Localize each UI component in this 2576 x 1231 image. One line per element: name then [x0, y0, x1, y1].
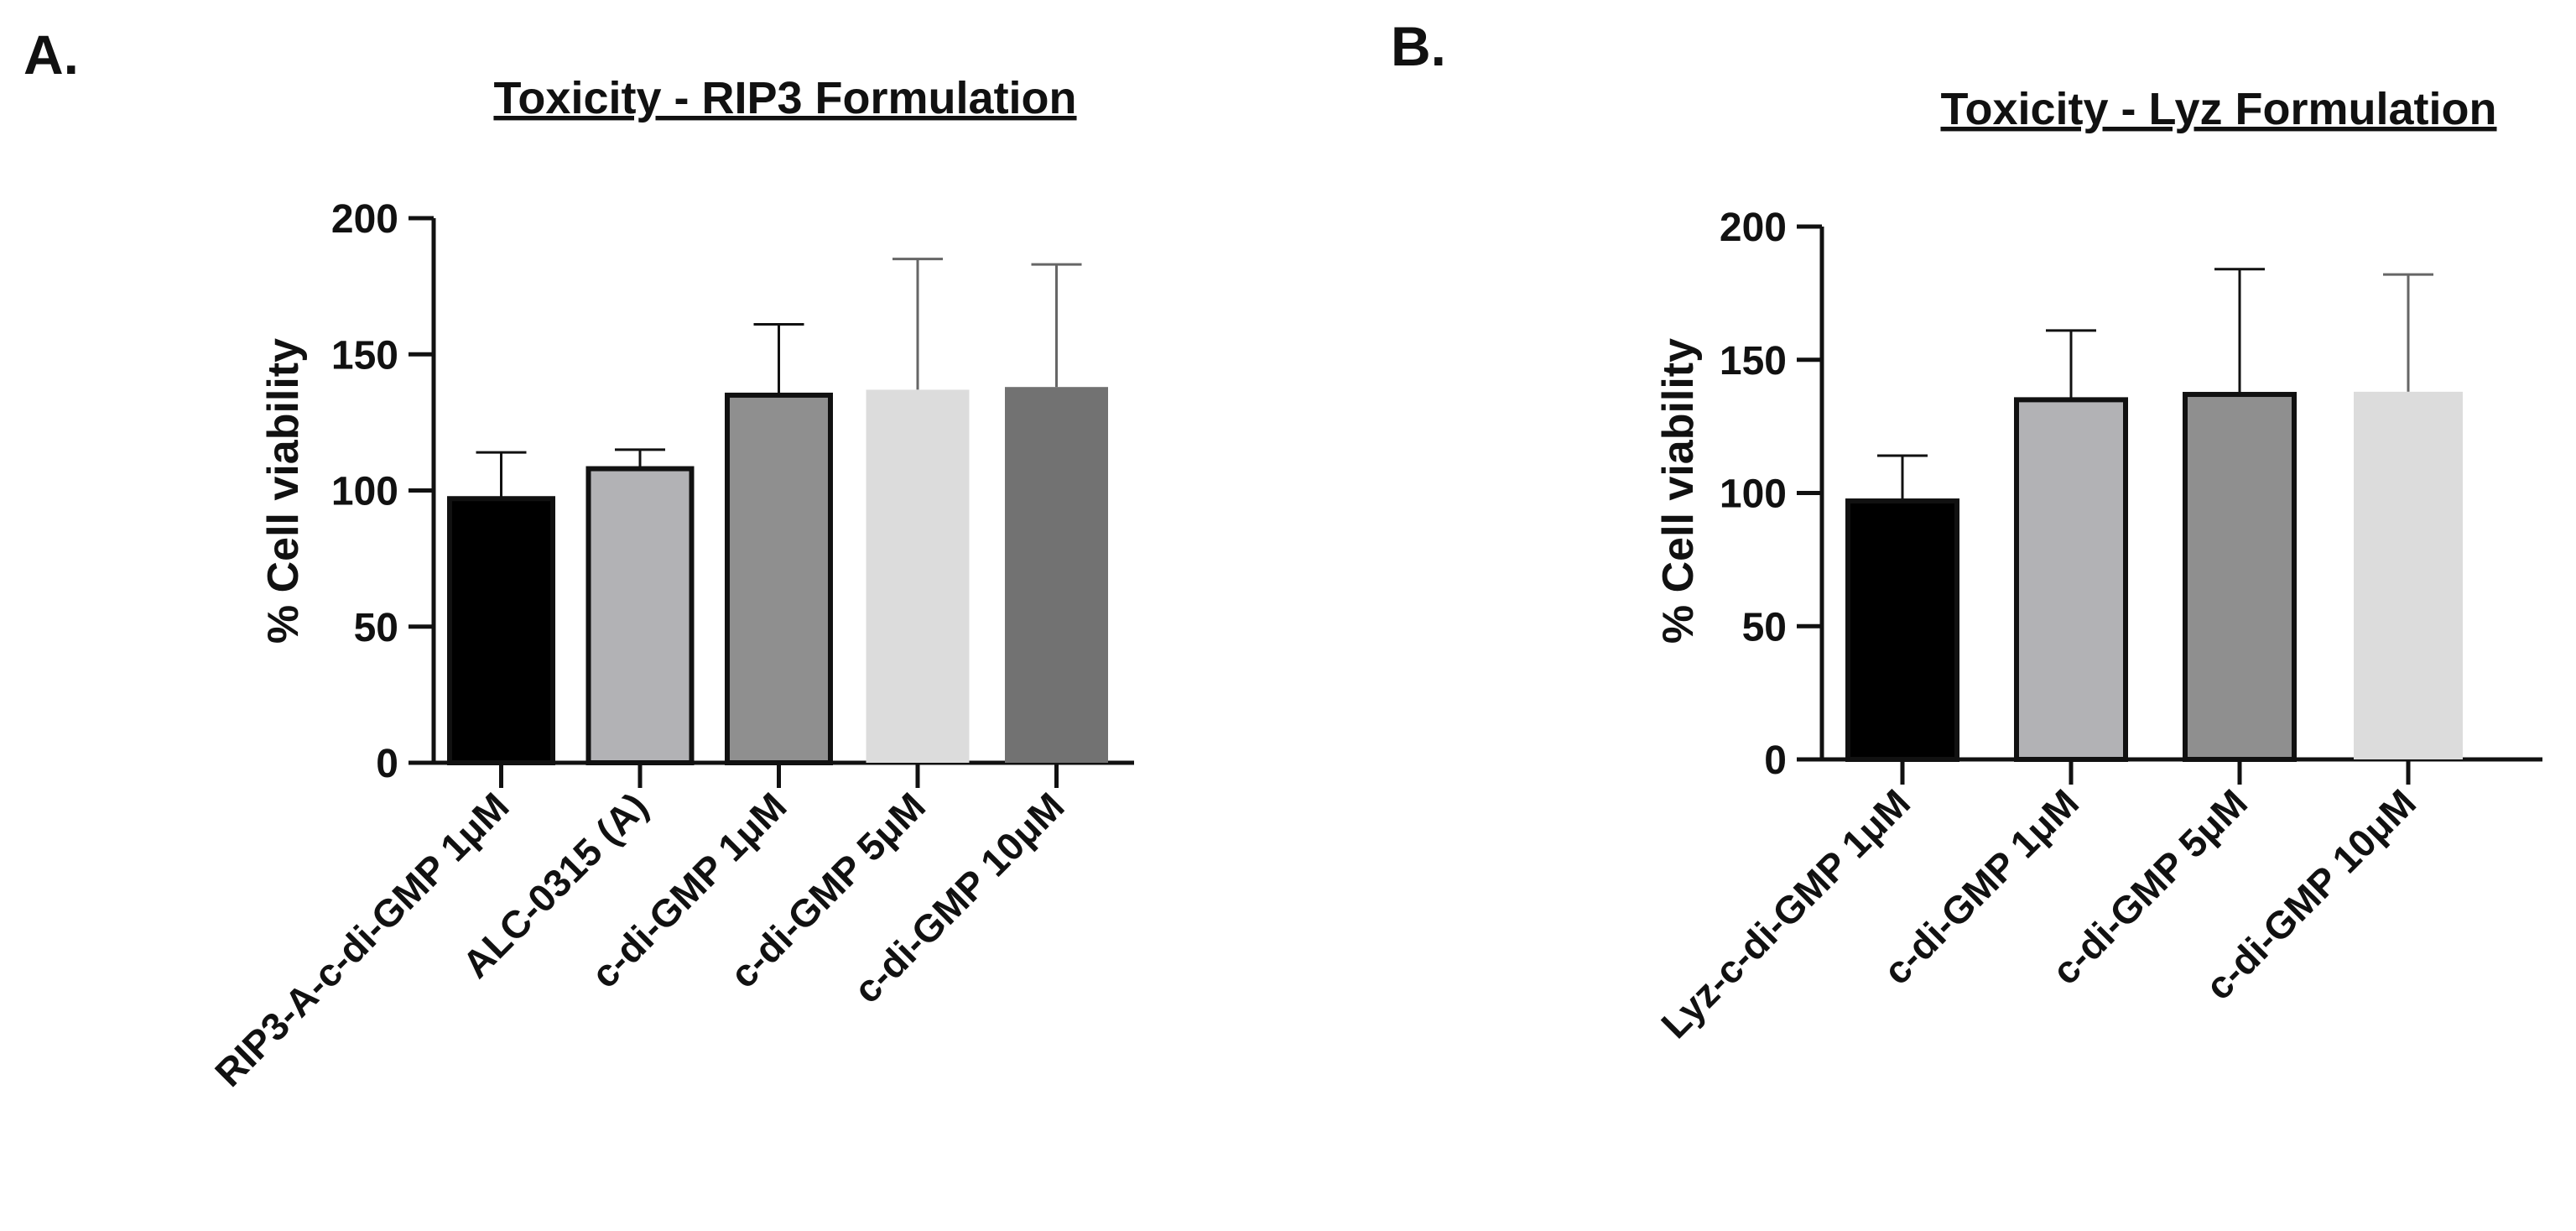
panel-b-bar	[2014, 397, 2128, 762]
panel-a-label: A.	[23, 23, 79, 86]
panel-a-y-tick-label: 50	[354, 606, 398, 650]
panel-b-title: Toxicity - Lyz Formulation	[1940, 84, 2496, 134]
panel-a-bar	[1005, 387, 1108, 763]
panel-a-bar	[447, 496, 555, 765]
panel-a-bar	[866, 389, 970, 763]
panel-b-bar	[2354, 391, 2463, 759]
panel-a-y-tick-label: 200	[331, 197, 398, 242]
panel-b-chart: 0 50 100 150 200 % Cell viability Lyz-c-di-GMP…	[1652, 206, 2542, 1046]
panel-b-y-tick-label: 100	[1720, 472, 1787, 517]
panel-a-bar	[585, 466, 695, 765]
panel-b-y-axis-label: % Cell viability	[1654, 338, 1703, 644]
panel-b-label: B.	[1391, 15, 1446, 77]
panel-b-y-tick-label: 200	[1720, 206, 1787, 250]
panel-a-title: Toxicity - RIP3 Formulation	[493, 73, 1076, 123]
panel-b-y-tick-label: 150	[1720, 339, 1787, 383]
panel-b-y-tick-label: 0	[1764, 738, 1787, 783]
panel-b-y-tick-label: 50	[1742, 605, 1787, 649]
panel-a-y-axis-label: % Cell viability	[259, 338, 308, 644]
panel-b-bar	[2183, 392, 2297, 762]
panel-a-y-tick-label: 0	[376, 742, 398, 786]
panel-b-bar	[1845, 498, 1959, 763]
panel-a-y-tick-label: 100	[331, 470, 398, 514]
panel-b-x-tick-label: Lyz-c-di-GMP 1μM	[1652, 780, 1918, 1046]
panel-a-bar	[725, 392, 833, 765]
panel-a-y-tick-label: 150	[331, 333, 398, 378]
